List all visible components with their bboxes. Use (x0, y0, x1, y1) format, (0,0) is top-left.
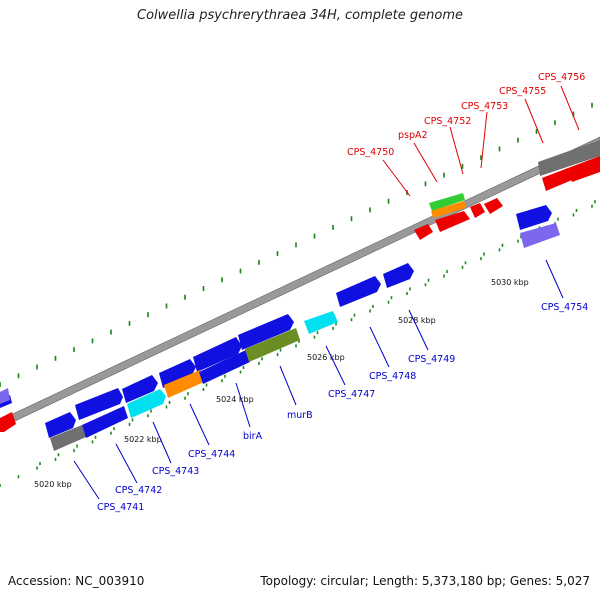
gene-arrow[interactable] (122, 375, 158, 403)
gene-arrow[interactable] (429, 193, 465, 211)
gene-label[interactable]: CPS_4748 (369, 371, 416, 382)
gene-arrow[interactable] (75, 388, 123, 420)
gene-arrow[interactable] (304, 311, 338, 334)
tick-track-upper (0, 102, 593, 385)
gene-label[interactable]: birA (243, 431, 263, 442)
gene-arrow[interactable] (568, 156, 600, 182)
gene-arrow[interactable] (414, 224, 433, 240)
reverse-genes (0, 156, 600, 451)
gene-arrow[interactable] (50, 425, 86, 451)
gene-arrow[interactable] (336, 276, 381, 307)
map-title: Colwellia psychrerythraea 34H, complete … (137, 8, 463, 23)
gene-label[interactable]: CPS_4747 (328, 389, 375, 400)
gene-arrow[interactable] (470, 203, 485, 218)
kbp-label: 5026 kbp (307, 353, 345, 362)
gene-arrow[interactable] (542, 168, 572, 191)
gene-arrow[interactable] (238, 314, 294, 350)
gene-arrow[interactable] (538, 140, 600, 176)
gene-arrow[interactable] (199, 350, 250, 384)
kbp-label: 5024 kbp (216, 395, 254, 404)
gene-arrow[interactable] (435, 211, 470, 232)
bottom-gene-labels: CPS_4741 CPS_4742 CPS_4743 CPS_4744 birA… (97, 302, 588, 513)
gene-label[interactable]: CPS_4744 (188, 449, 235, 460)
accession-label: Accession: NC_003910 (8, 574, 145, 588)
gene-arrow[interactable] (0, 388, 10, 404)
gene-arrow[interactable] (82, 406, 128, 438)
tick-track-bottom (39, 200, 596, 465)
gene-arrow[interactable] (164, 370, 204, 398)
gene-arrow[interactable] (0, 412, 16, 432)
kbp-label: 5028 kbp (398, 316, 436, 325)
gene-arrow[interactable] (127, 389, 166, 418)
gene-arrow[interactable] (193, 337, 242, 372)
gene-label[interactable]: CPS_4742 (115, 485, 162, 496)
gene-label[interactable]: CPS_4749 (408, 354, 455, 365)
gene-label[interactable]: CPS_4756 (538, 72, 585, 83)
gene-label[interactable]: CPS_4750 (347, 147, 394, 158)
gene-arrow[interactable] (431, 201, 466, 218)
gene-label[interactable]: CPS_4755 (499, 86, 546, 97)
gene-label[interactable]: CPS_4741 (97, 502, 144, 513)
gene-arrow[interactable] (159, 359, 196, 388)
gene-arrow[interactable] (516, 205, 552, 230)
forward-genes (0, 140, 600, 438)
gene-arrow[interactable] (520, 223, 560, 248)
gene-label[interactable]: CPS_4754 (541, 302, 588, 313)
kbp-label: 5022 kbp (124, 435, 162, 444)
kbp-label: 5020 kbp (34, 480, 72, 489)
top-gene-labels: CPS_4750 pspA2 CPS_4752 CPS_4753 CPS_475… (347, 72, 585, 158)
tick-track-lower (0, 204, 593, 487)
gene-label[interactable]: CPS_4753 (461, 101, 508, 112)
kbp-label: 5030 kbp (491, 278, 529, 287)
gene-label[interactable]: CPS_4752 (424, 116, 471, 127)
gene-arrow[interactable] (45, 412, 76, 438)
label-leaders (73, 85, 580, 500)
gene-arrow[interactable] (383, 263, 414, 288)
gene-arrow[interactable] (245, 328, 300, 362)
gene-label[interactable]: pspA2 (398, 130, 428, 141)
gene-arrow[interactable] (484, 198, 503, 214)
kbp-scale: 5020 kbp 5022 kbp 5024 kbp 5026 kbp 5028… (34, 278, 529, 489)
gene-label[interactable]: CPS_4743 (152, 466, 199, 477)
gene-label[interactable]: murB (287, 410, 313, 421)
genome-summary: Topology: circular; Length: 5,373,180 bp… (260, 574, 590, 588)
